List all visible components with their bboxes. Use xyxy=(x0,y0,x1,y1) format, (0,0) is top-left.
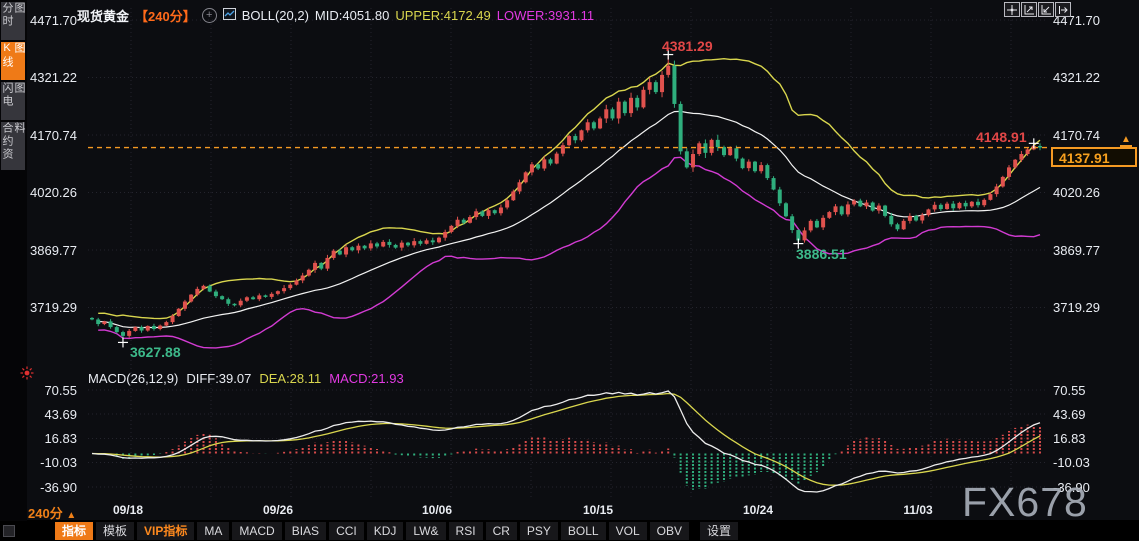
macd-axis-label: 16.83 xyxy=(1053,431,1086,446)
indicator-chart-icon[interactable] xyxy=(222,8,236,23)
alert-icon[interactable] xyxy=(20,366,34,380)
sidebar: 分时图 K线图 闪电图 合约资料 xyxy=(0,0,34,541)
toolbar-boll-button[interactable]: BOLL xyxy=(560,522,606,540)
chart-background xyxy=(27,0,1139,520)
toolbar-kdj-button[interactable]: KDJ xyxy=(366,522,404,540)
toolbar-macd-button[interactable]: MACD xyxy=(232,522,282,540)
toolbar-rsi-button[interactable]: RSI xyxy=(448,522,483,540)
date-tick: 09/26 xyxy=(262,503,294,517)
period-label: 【240分】 xyxy=(135,9,196,24)
toolbar-settings-button[interactable]: 设置 xyxy=(699,522,738,540)
date-tick: 10/06 xyxy=(421,503,453,517)
macd-axis-label: 16.83 xyxy=(44,431,77,446)
boll-upper-value: UPPER:4172.49 xyxy=(395,8,491,23)
price-axis-label: 4020.26 xyxy=(30,185,77,200)
chart-tools xyxy=(1004,2,1071,17)
macd-axis-label: 43.69 xyxy=(44,407,77,422)
period-selector[interactable]: 240分 ▲ xyxy=(28,506,77,521)
chart-header: 现货黄金 【240分】 + BOLL(20,2) MID:4051.80 UPP… xyxy=(77,6,594,25)
toolbar-template-button[interactable]: 模板 xyxy=(96,522,135,540)
date-tick: 09/18 xyxy=(112,503,144,517)
peak-high-annotation: 4381.29 xyxy=(662,38,713,54)
price-axis-label: 3719.29 xyxy=(1053,300,1100,315)
fx678-watermark: FX678 xyxy=(962,479,1088,525)
toolbar-indicator-button[interactable]: 指标 xyxy=(55,522,94,540)
price-axis-label: 4321.22 xyxy=(1053,70,1100,85)
sidebar-tab-flash[interactable]: 闪电图 xyxy=(1,82,25,120)
toolbar-lw-button[interactable]: LW& xyxy=(406,522,446,540)
toolbar-cr-button[interactable]: CR xyxy=(485,522,517,540)
date-tick: 10/15 xyxy=(582,503,614,517)
window-grip-icon xyxy=(3,525,15,537)
current-price-tag[interactable]: 4137.91 xyxy=(1051,147,1137,167)
toolbar-cci-button[interactable]: CCI xyxy=(329,522,364,540)
toolbar-vol-button[interactable]: VOL xyxy=(608,522,647,540)
sidebar-tab-timeline[interactable]: 分时图 xyxy=(1,2,25,40)
toolbar-psy-button[interactable]: PSY xyxy=(519,522,558,540)
price-axis-label: 3869.77 xyxy=(1053,243,1100,258)
price-axis-label: 4170.74 xyxy=(30,128,77,143)
symbol-name: 现货黄金 xyxy=(77,9,130,24)
sidebar-tab-kline[interactable]: K线图 xyxy=(1,42,25,80)
boll-lower-value: LOWER:3931.11 xyxy=(496,8,595,23)
recent-high-annotation: 4148.91 xyxy=(976,129,1027,145)
macd-axis-label: 43.69 xyxy=(1053,407,1086,422)
boll-mid-value: MID:4051.80 xyxy=(314,8,390,23)
price-axis-label: 4020.26 xyxy=(1053,185,1100,200)
macd-params: MACD(26,12,9) xyxy=(88,371,179,386)
indicator-toolbar: 指标 模板 VIP指标 MA MACD BIAS CCI KDJ LW& RSI… xyxy=(0,521,1139,541)
macd-axis-label: -36.90 xyxy=(1053,480,1090,495)
price-alert-marker-icon[interactable]: ▲ xyxy=(1120,134,1132,147)
crosshair-icon[interactable] xyxy=(1004,2,1020,17)
macd-axis-label: -10.03 xyxy=(40,455,77,470)
macd-axis-label: 70.55 xyxy=(44,383,77,398)
macd-bar-value: MACD:21.93 xyxy=(329,371,404,386)
macd-dea-value: DEA:28.11 xyxy=(259,371,322,386)
swing-low-annotation: 3886.51 xyxy=(796,246,847,262)
price-axis-label: 4170.74 xyxy=(1053,128,1100,143)
boll-params: BOLL(20,2) xyxy=(241,8,309,23)
macd-diff-value: DIFF:39.07 xyxy=(186,371,252,386)
price-axis-label: 3719.29 xyxy=(30,300,77,315)
price-axis-label: 3869.77 xyxy=(30,243,77,258)
sidebar-tab-contract[interactable]: 合约资料 xyxy=(1,122,25,170)
price-axis-label: 4321.22 xyxy=(30,70,77,85)
toolbar-vip-indicator-button[interactable]: VIP指标 xyxy=(137,522,195,540)
toolbar-bias-button[interactable]: BIAS xyxy=(284,522,327,540)
date-tick: 10/24 xyxy=(742,503,774,517)
macd-header: MACD(26,12,9) DIFF:39.07 DEA:28.11 MACD:… xyxy=(88,371,404,386)
date-tick: 11/03 xyxy=(903,503,933,517)
toolbar-ma-button[interactable]: MA xyxy=(197,522,230,540)
macd-axis-label: -10.03 xyxy=(1053,455,1090,470)
price-axis-label: 4471.70 xyxy=(30,13,77,28)
start-low-annotation: 3627.88 xyxy=(130,344,181,360)
toolbar-obv-button[interactable]: OBV xyxy=(649,522,689,540)
macd-axis-label: -36.90 xyxy=(40,480,77,495)
zoom-out-axis-icon[interactable] xyxy=(1038,2,1054,17)
zoom-in-axis-icon[interactable] xyxy=(1021,2,1037,17)
compare-add-icon[interactable]: + xyxy=(201,8,217,23)
macd-axis-label: 70.55 xyxy=(1053,383,1086,398)
pan-right-icon[interactable] xyxy=(1055,2,1071,17)
period-dropdown-arrow-icon: ▲ xyxy=(66,510,77,521)
